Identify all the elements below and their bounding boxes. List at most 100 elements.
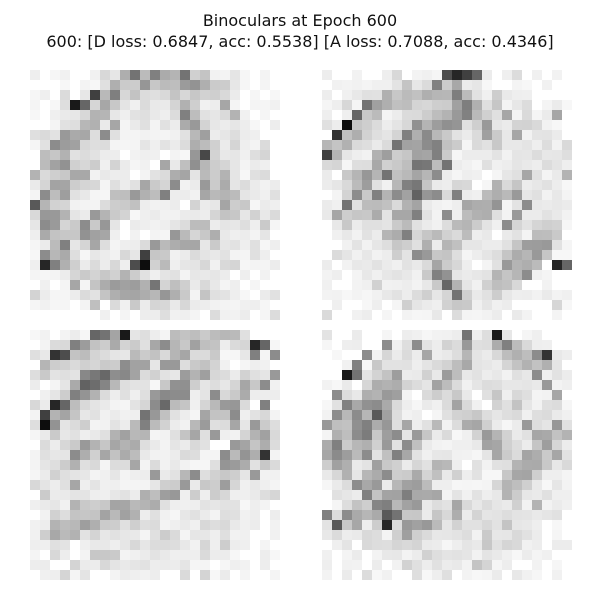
pixel	[210, 180, 221, 191]
pixel	[190, 180, 201, 191]
pixel	[180, 450, 191, 461]
pixel	[140, 300, 151, 311]
pixel	[402, 370, 413, 381]
pixel	[442, 90, 453, 101]
pixel	[170, 130, 181, 141]
pixel	[352, 560, 363, 571]
pixel	[382, 230, 393, 241]
pixel	[170, 120, 181, 131]
pixel	[100, 160, 111, 171]
pixel	[372, 460, 383, 471]
pixel	[160, 400, 171, 411]
pixel	[402, 490, 413, 501]
pixel	[230, 200, 241, 211]
pixel	[452, 140, 463, 151]
pixel	[240, 350, 251, 361]
pixel	[100, 150, 111, 161]
pixel	[210, 360, 221, 371]
pixel	[260, 260, 271, 271]
pixel	[150, 330, 161, 341]
pixel	[422, 390, 433, 401]
pixel	[130, 110, 141, 121]
pixel	[342, 290, 353, 301]
pixel	[392, 410, 403, 421]
pixel	[110, 480, 121, 491]
pixel	[492, 180, 503, 191]
pixel	[522, 160, 533, 171]
pixel	[342, 340, 353, 351]
pixel	[502, 470, 513, 481]
pixel	[110, 270, 121, 281]
pixel	[392, 520, 403, 531]
pixel	[452, 560, 463, 571]
pixel	[30, 500, 41, 511]
pixel	[190, 130, 201, 141]
pixel	[552, 150, 563, 161]
pixel	[200, 170, 211, 181]
pixel	[342, 260, 353, 271]
pixel	[210, 190, 221, 201]
pixel	[352, 440, 363, 451]
pixel	[150, 500, 161, 511]
pixel	[110, 530, 121, 541]
pixel	[30, 350, 41, 361]
pixel	[532, 510, 543, 521]
pixel	[432, 380, 443, 391]
pixel	[100, 260, 111, 271]
pixel	[372, 470, 383, 481]
pixel	[542, 470, 553, 481]
pixel	[120, 140, 131, 151]
pixel	[180, 420, 191, 431]
pixel	[332, 140, 343, 151]
pixel	[482, 240, 493, 251]
pixel	[170, 160, 181, 171]
pixel	[30, 250, 41, 261]
pixel	[170, 490, 181, 501]
pixel	[130, 200, 141, 211]
pixel	[240, 250, 251, 261]
pixel	[60, 410, 71, 421]
pixel	[40, 530, 51, 541]
pixel	[90, 280, 101, 291]
pixel	[30, 220, 41, 231]
pixel	[462, 410, 473, 421]
pixel	[220, 450, 231, 461]
pixel	[362, 500, 373, 511]
pixel	[552, 410, 563, 421]
pixel	[70, 370, 81, 381]
pixel	[432, 140, 443, 151]
pixel	[522, 420, 533, 431]
pixel	[120, 420, 131, 431]
pixel	[412, 220, 423, 231]
pixel	[442, 210, 453, 221]
pixel	[160, 470, 171, 481]
pixel	[180, 490, 191, 501]
pixel	[200, 260, 211, 271]
pixel	[30, 240, 41, 251]
pixel	[200, 390, 211, 401]
pixel	[140, 370, 151, 381]
pixel	[422, 520, 433, 531]
pixel	[502, 560, 513, 571]
pixel	[402, 140, 413, 151]
pixel	[260, 180, 271, 191]
pixel	[270, 490, 280, 501]
pixel	[180, 360, 191, 371]
pixel	[50, 570, 61, 580]
pixel	[492, 240, 503, 251]
pixel	[492, 110, 503, 121]
pixel	[352, 270, 363, 281]
pixel	[190, 290, 201, 301]
pixel	[180, 330, 191, 341]
pixel	[150, 230, 161, 241]
pixel	[472, 170, 483, 181]
pixel	[130, 530, 141, 541]
pixel	[422, 310, 433, 320]
pixel	[180, 470, 191, 481]
pixel	[432, 470, 443, 481]
pixel	[322, 380, 333, 391]
pixel	[492, 410, 503, 421]
pixel	[120, 360, 131, 371]
pixel	[110, 80, 121, 91]
